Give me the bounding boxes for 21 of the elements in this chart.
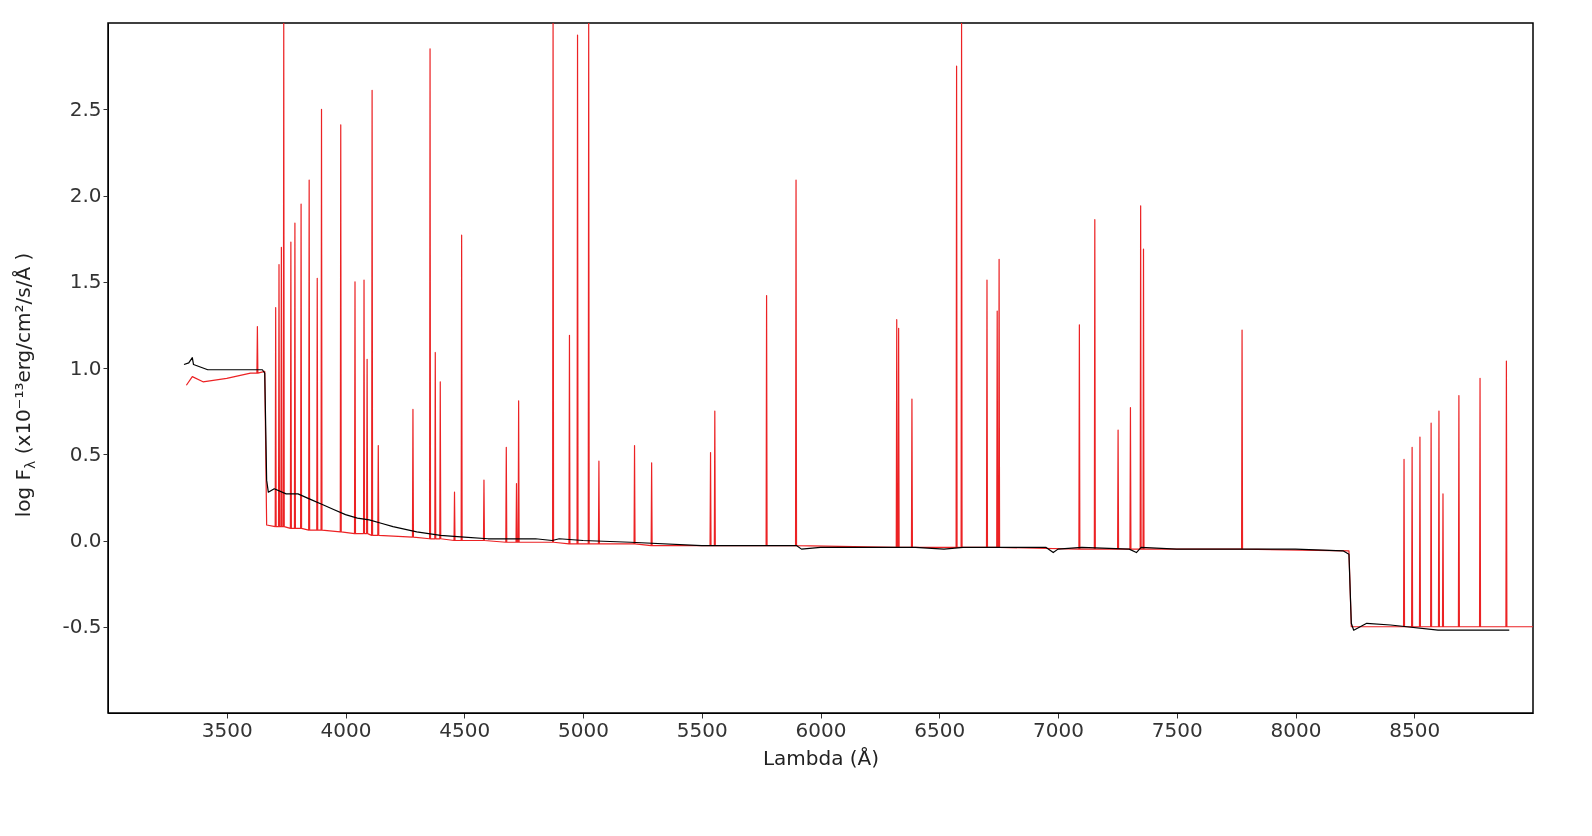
- x-tick-label: 6500: [914, 717, 966, 742]
- x-tick-label: 4500: [439, 717, 491, 742]
- x-tick-label: 7000: [1033, 717, 1084, 742]
- line-series: [185, 23, 1533, 628]
- x-tick-label: 4000: [320, 717, 372, 742]
- x-tick-label: 3500: [201, 717, 253, 742]
- x-axis-title: Lambda (Å): [762, 745, 880, 770]
- y-tick-label: -0.5: [62, 614, 102, 639]
- y-tick-label: 2.5: [69, 96, 102, 121]
- x-tick-label: 6000: [795, 717, 847, 742]
- x-tick-label: 5000: [558, 717, 609, 742]
- y-tick-label: 2.0: [69, 183, 102, 207]
- x-tick-label: 7500: [1151, 717, 1203, 742]
- line-series: [183, 357, 1510, 631]
- x-tick-label: 8500: [1389, 717, 1441, 742]
- y-tick-label: 1.5: [69, 269, 102, 294]
- y-tick-label: 1.0: [69, 355, 102, 380]
- x-tick-label: 5500: [676, 717, 728, 742]
- y-tick-label: 0.5: [69, 441, 102, 466]
- y-tick-label: 0.0: [69, 528, 102, 552]
- x-tick-label: 8000: [1270, 717, 1322, 742]
